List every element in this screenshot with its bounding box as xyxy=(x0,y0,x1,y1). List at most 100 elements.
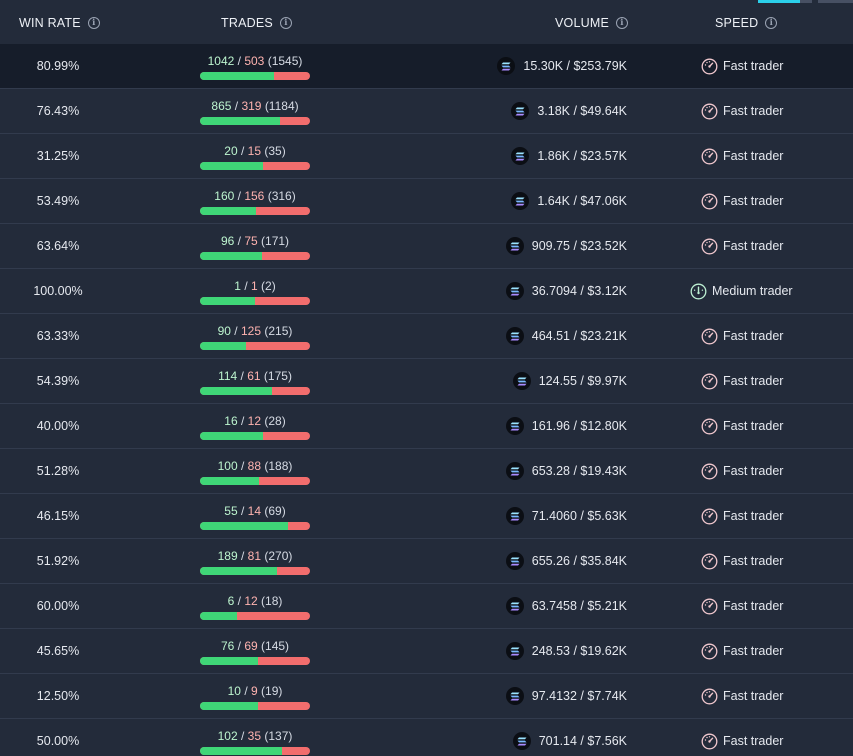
tab-indicator[interactable] xyxy=(818,0,853,3)
header-win-rate[interactable]: WIN RATE i xyxy=(19,3,100,43)
losses-count: 156 xyxy=(244,189,265,203)
info-icon[interactable]: i xyxy=(279,17,292,29)
speed-cell: Fast trader xyxy=(701,449,783,493)
losses-count: 35 xyxy=(247,729,262,743)
wins-count: 96 xyxy=(220,234,235,248)
speedometer-icon xyxy=(701,643,718,660)
info-icon[interactable]: i xyxy=(765,17,778,29)
volume-cell: 653.28 / $19.43K xyxy=(505,449,627,493)
trades-text: 102 / 35 (137) xyxy=(200,729,310,743)
table-row[interactable]: 60.00% 6 / 12 (18) 63.7458 / $5.21K Fast… xyxy=(0,584,853,629)
table-row[interactable]: 12.50% 10 / 9 (19) 97.4132 / $7.74K Fast… xyxy=(0,674,853,719)
table-row[interactable]: 63.64% 96 / 75 (171) 909.75 / $23.52K Fa… xyxy=(0,224,853,269)
losses-count: 75 xyxy=(244,234,258,248)
wins-count: 76 xyxy=(220,639,235,653)
table-header: WIN RATE i TRADES i VOLUME i SPEED i xyxy=(0,3,853,45)
speed-label: Fast trader xyxy=(723,374,784,388)
trades-text: 55 / 14 (69) xyxy=(200,504,310,518)
header-volume[interactable]: VOLUME i xyxy=(555,3,628,43)
win-rate-value: 51.92% xyxy=(36,554,80,568)
solana-icon xyxy=(505,237,524,255)
speedometer-icon xyxy=(701,58,718,75)
speed-label: Fast trader xyxy=(723,734,784,748)
speed-label: Fast trader xyxy=(723,599,784,613)
total-trades: (215) xyxy=(264,324,293,338)
table-body: 80.99% 1042 / 503 (1545) 15.30K / $253.7… xyxy=(0,44,853,756)
table-row[interactable]: 54.39% 114 / 61 (175) 124.55 / $9.97K Fa… xyxy=(0,359,853,404)
volume-text: 161.96 / $12.80K xyxy=(531,419,627,433)
win-bar-fill xyxy=(200,387,272,395)
speed-label: Fast trader xyxy=(723,464,784,478)
trades-cell: 6 / 12 (18) xyxy=(200,584,310,628)
table-row[interactable]: 53.49% 160 / 156 (316) 1.64K / $47.06K F… xyxy=(0,179,853,224)
header-trades[interactable]: TRADES i xyxy=(221,3,292,43)
volume-text: 248.53 / $19.62K xyxy=(531,644,627,658)
trades-text: 20 / 15 (35) xyxy=(200,144,310,158)
volume-amount: 3.18K xyxy=(537,104,570,118)
trades-text: 76 / 69 (145) xyxy=(200,639,310,653)
table-row[interactable]: 100.00% 1 / 1 (2) 36.7094 / $3.12K Mediu… xyxy=(0,269,853,314)
volume-amount: 464.51 xyxy=(531,329,570,343)
table-row[interactable]: 63.33% 90 / 125 (215) 464.51 / $23.21K F… xyxy=(0,314,853,359)
speed-label: Fast trader xyxy=(723,104,784,118)
solana-icon xyxy=(511,147,530,165)
volume-cell: 124.55 / $9.97K xyxy=(512,359,627,403)
table-row[interactable]: 80.99% 1042 / 503 (1545) 15.30K / $253.7… xyxy=(0,44,853,89)
volume-text: 63.7458 / $5.21K xyxy=(531,599,627,613)
header-speed[interactable]: SPEED i xyxy=(715,3,778,43)
volume-usd: $3.12K xyxy=(587,284,627,298)
table-row[interactable]: 45.65% 76 / 69 (145) 248.53 / $19.62K Fa… xyxy=(0,629,853,674)
speed-cell: Fast trader xyxy=(701,134,783,178)
volume-cell: 161.96 / $12.80K xyxy=(505,404,627,448)
volume-amount: 161.96 xyxy=(531,419,570,433)
win-rate-value: 31.25% xyxy=(36,149,80,163)
win-bar-fill xyxy=(200,567,277,575)
win-bar-fill xyxy=(200,477,259,485)
speed-label: Fast trader xyxy=(723,239,784,253)
solana-icon xyxy=(511,102,530,120)
win-rate-value: 63.33% xyxy=(36,329,80,343)
solana-icon xyxy=(511,192,530,210)
tab-indicator[interactable] xyxy=(800,0,812,3)
trades-cell: 20 / 15 (35) xyxy=(200,134,310,178)
speed-cell: Fast trader xyxy=(701,494,783,538)
trades-separator: / xyxy=(237,414,248,428)
speed-cell: Fast trader xyxy=(701,224,783,268)
info-icon[interactable]: i xyxy=(87,17,100,29)
wins-count: 114 xyxy=(218,369,238,383)
win-loss-bar xyxy=(200,72,310,80)
volume-text: 464.51 / $23.21K xyxy=(531,329,627,343)
trades-separator: / xyxy=(237,504,248,518)
volume-usd: $19.62K xyxy=(580,644,627,658)
speedometer-icon xyxy=(701,193,718,210)
solana-icon xyxy=(505,507,524,525)
table-row[interactable]: 50.00% 102 / 35 (137) 701.14 / $7.56K Fa… xyxy=(0,719,853,756)
info-icon[interactable]: i xyxy=(616,17,628,29)
table-row[interactable]: 51.28% 100 / 88 (188) 653.28 / $19.43K F… xyxy=(0,449,853,494)
table-row[interactable]: 31.25% 20 / 15 (35) 1.86K / $23.57K Fast… xyxy=(0,134,853,179)
speed-cell: Fast trader xyxy=(701,44,783,88)
volume-cell: 97.4132 / $7.74K xyxy=(505,674,627,718)
volume-cell: 63.7458 / $5.21K xyxy=(505,584,627,628)
table-row[interactable]: 40.00% 16 / 12 (28) 161.96 / $12.80K Fas… xyxy=(0,404,853,449)
win-bar-fill xyxy=(200,702,258,710)
solana-icon xyxy=(505,462,524,480)
volume-text: 3.18K / $49.64K xyxy=(537,104,627,118)
win-rate-value: 40.00% xyxy=(36,419,80,433)
speedometer-icon xyxy=(701,418,718,435)
losses-count: 319 xyxy=(241,99,262,113)
table-row[interactable]: 76.43% 865 / 319 (1184) 3.18K / $49.64K … xyxy=(0,89,853,134)
table-row[interactable]: 46.15% 55 / 14 (69) 71.4060 / $5.63K Fas… xyxy=(0,494,853,539)
win-loss-bar xyxy=(200,117,310,125)
trades-text: 6 / 12 (18) xyxy=(200,594,310,608)
table-row[interactable]: 51.92% 189 / 81 (270) 655.26 / $35.84K F… xyxy=(0,539,853,584)
trades-text: 100 / 88 (188) xyxy=(200,459,310,473)
trades-separator: / xyxy=(237,369,248,383)
solana-icon xyxy=(512,732,531,750)
trades-text: 160 / 156 (316) xyxy=(200,189,310,203)
trades-text: 10 / 9 (19) xyxy=(200,684,310,698)
active-tab-indicator[interactable] xyxy=(758,0,800,3)
trades-separator: / xyxy=(234,639,245,653)
trades-separator: / xyxy=(237,144,248,158)
total-trades: (188) xyxy=(264,459,293,473)
